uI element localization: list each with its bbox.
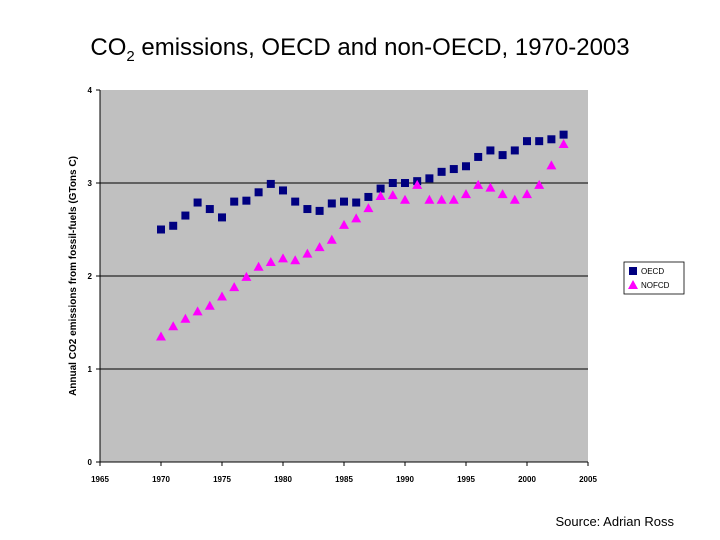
- non-oecd-point: [180, 313, 191, 323]
- non-oecd-point: [534, 179, 545, 189]
- y-tick-label: 0: [88, 458, 93, 467]
- oecd-point: [425, 174, 434, 183]
- title-rest: emissions, OECD and non-OECD, 1970-2003: [134, 34, 630, 61]
- legend-oecd-label: OECD: [641, 267, 664, 276]
- oecd-point: [510, 146, 519, 155]
- non-oecd-point: [192, 306, 203, 316]
- non-oecd-point: [558, 138, 569, 148]
- non-oecd-point: [473, 179, 484, 189]
- oecd-point: [340, 197, 348, 206]
- non-oecd-point: [168, 321, 179, 331]
- oecd-point: [437, 167, 446, 176]
- oecd-point: [449, 165, 458, 174]
- x-tick-label: 1990: [396, 475, 414, 484]
- oecd-point: [157, 225, 165, 234]
- oecd-point: [535, 137, 544, 146]
- oecd-point: [352, 198, 361, 207]
- non-oecd-point: [461, 189, 471, 199]
- y-tick-label: 4: [88, 86, 93, 95]
- oecd-point: [218, 213, 226, 222]
- non-oecd-point: [522, 189, 532, 199]
- non-oecd-point: [229, 282, 240, 292]
- non-oecd-point: [375, 191, 386, 201]
- source-note: Source: Adrian Ross: [555, 514, 674, 529]
- x-tick-label: 1985: [335, 475, 353, 484]
- non-oecd-point: [339, 219, 349, 229]
- x-tick-label: 2000: [518, 475, 536, 484]
- oecd-point: [242, 196, 251, 205]
- y-axis-label: Annual CO2 emissions from fossil-fuels (…: [68, 156, 79, 396]
- x-tick-label: 1965: [91, 475, 109, 484]
- non-oecd-point: [326, 234, 337, 244]
- non-oecd-point: [448, 194, 459, 204]
- oecd-point: [205, 205, 214, 214]
- legend-oecd-marker: [629, 267, 637, 275]
- legend-non-oecd-marker: [628, 280, 638, 289]
- oecd-point: [364, 192, 373, 201]
- non-oecd-point: [546, 160, 557, 170]
- non-oecd-point: [278, 253, 288, 263]
- non-oecd-point: [485, 182, 496, 192]
- chart-title: CO2 emissions, OECD and non-OECD, 1970-2…: [0, 34, 720, 65]
- oecd-point: [193, 198, 202, 207]
- non-oecd-point: [217, 291, 227, 301]
- title-subscript: 2: [126, 47, 135, 65]
- x-tick-label: 1970: [152, 475, 170, 484]
- non-oecd-point: [290, 255, 301, 265]
- y-tick-label: 1: [88, 365, 93, 374]
- non-oecd-point: [241, 271, 252, 281]
- oecd-point: [498, 151, 507, 160]
- oecd-point: [547, 135, 556, 144]
- oecd-point: [559, 130, 568, 139]
- oecd-point: [291, 197, 300, 206]
- oecd-point: [230, 197, 239, 206]
- oecd-point: [486, 146, 495, 155]
- non-oecd-point: [424, 194, 435, 204]
- non-oecd-point: [436, 194, 447, 204]
- non-oecd-point: [351, 213, 362, 223]
- y-tick-label: 2: [88, 272, 93, 281]
- oecd-point: [401, 179, 409, 187]
- non-oecd-point: [302, 248, 313, 258]
- oecd-point: [181, 211, 190, 220]
- non-oecd-point: [400, 194, 410, 204]
- non-oecd-point: [156, 331, 166, 341]
- oecd-point: [327, 199, 336, 208]
- oecd-point: [523, 137, 531, 146]
- non-oecd-point: [265, 257, 276, 267]
- x-tick-label: 2005: [579, 475, 597, 484]
- oecd-point: [254, 188, 263, 197]
- x-tick-label: 1975: [213, 475, 231, 484]
- oecd-point: [462, 162, 470, 171]
- non-oecd-point: [363, 203, 374, 213]
- oecd-point: [376, 184, 385, 193]
- x-tick-label: 1995: [457, 475, 475, 484]
- legend-non-oecd-label: NOFCD: [641, 281, 670, 290]
- oecd-point: [303, 205, 312, 214]
- non-oecd-point: [314, 242, 325, 252]
- non-oecd-point: [204, 300, 215, 310]
- oecd-point: [266, 179, 275, 188]
- non-oecd-point: [412, 179, 423, 189]
- oecd-point: [279, 186, 287, 195]
- title-main: CO: [90, 34, 127, 61]
- y-tick-label: 3: [88, 179, 93, 188]
- oecd-point: [388, 179, 397, 187]
- oecd-point: [169, 221, 178, 230]
- non-oecd-point: [387, 190, 398, 200]
- non-oecd-point: [509, 194, 520, 204]
- x-tick-label: 1980: [274, 475, 292, 484]
- non-oecd-point: [253, 261, 264, 271]
- non-oecd-point: [497, 189, 508, 199]
- oecd-point: [474, 152, 483, 161]
- oecd-point: [315, 206, 324, 215]
